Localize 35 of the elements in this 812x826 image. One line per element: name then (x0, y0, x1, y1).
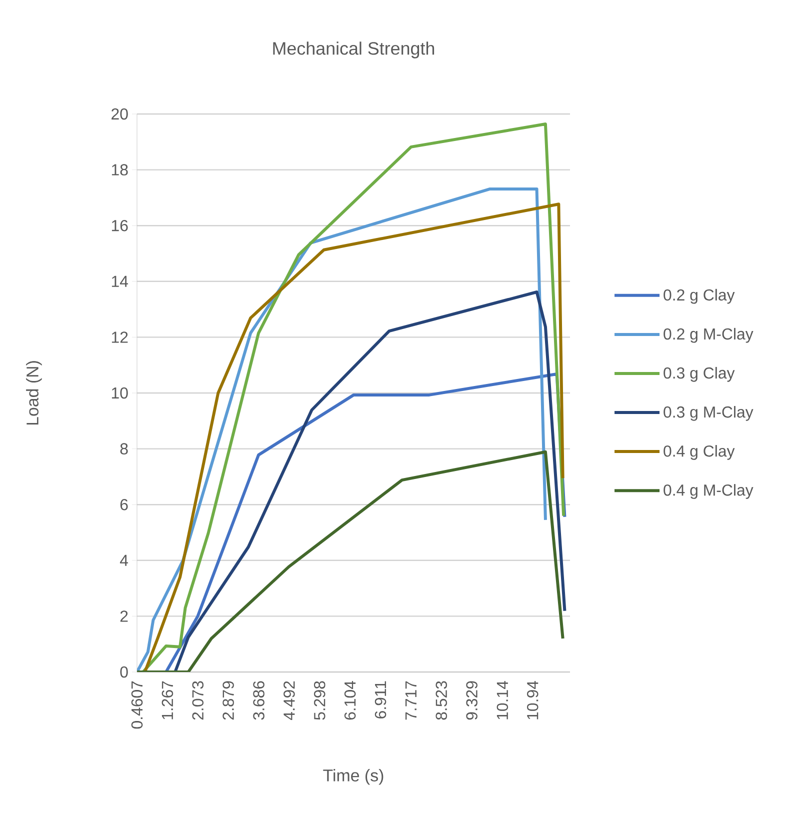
y-axis-title: Load (N) (26, 361, 42, 425)
y-tick-label: 8 (120, 443, 128, 454)
legend-label: 0.2 g M-Clay (664, 328, 754, 343)
legend-label: 0.3 g Clay (664, 366, 735, 382)
x-tick-label: 0.4607 (131, 681, 143, 729)
x-tick-label: 10.14 (496, 681, 508, 720)
y-tick-label: 10 (112, 387, 128, 399)
y-tick-label: 2 (120, 610, 128, 622)
x-tick-label: 9.329 (466, 681, 478, 720)
y-tick-label: 16 (112, 220, 128, 232)
y-tick-label: 0 (120, 666, 128, 678)
y-tick-label: 20 (112, 108, 128, 120)
x-tick-label: 2.879 (222, 681, 234, 720)
legend-label: 0.3 g M-Clay (664, 406, 754, 421)
x-tick-label: 8.523 (436, 681, 448, 720)
x-tick-label: 2.073 (192, 681, 204, 720)
y-tick-label: 18 (112, 164, 128, 176)
legend-label: 0.4 g Clay (664, 445, 735, 460)
legend-label: 0.4 g M-Clay (664, 484, 754, 499)
x-tick-label: 7.717 (405, 681, 416, 720)
y-tick-label: 12 (112, 332, 128, 343)
line-series (137, 450, 564, 672)
x-axis-title: Time (s) (323, 769, 384, 785)
x-tick-label: 6.104 (344, 681, 356, 720)
x-tick-label: 5.298 (314, 681, 326, 720)
chart-title: Mechanical Strength (273, 42, 434, 58)
x-tick-label: 3.686 (253, 681, 264, 720)
y-tick-label: 14 (112, 276, 128, 287)
x-tick-label: 10.94 (526, 681, 538, 720)
x-tick-label: 6.911 (374, 681, 386, 718)
x-tick-label: 4.492 (284, 681, 295, 720)
x-tick-label: 1.267 (162, 681, 174, 720)
y-tick-label: 4 (120, 554, 128, 566)
y-tick-label: 6 (120, 498, 128, 510)
legend-label: 0.2 g Clay (664, 288, 735, 304)
